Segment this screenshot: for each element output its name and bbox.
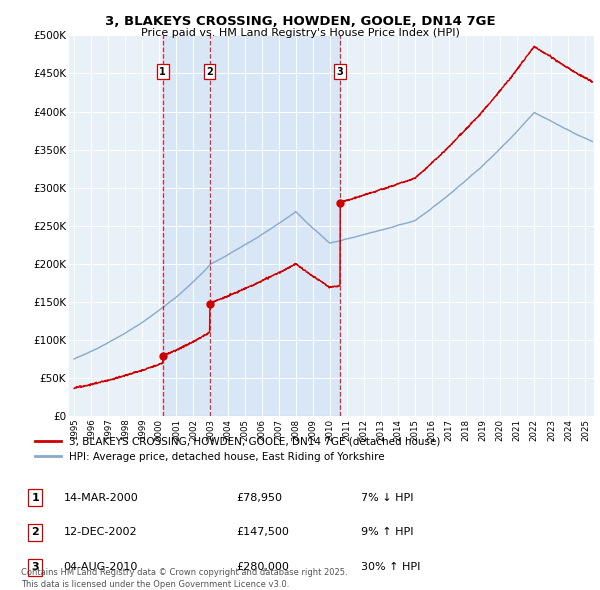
Text: 1: 1 (160, 67, 166, 77)
Bar (163, 35, 340, 416)
Text: £280,000: £280,000 (236, 562, 289, 572)
Text: 12-DEC-2002: 12-DEC-2002 (64, 527, 137, 537)
Text: 7% ↓ HPI: 7% ↓ HPI (361, 493, 414, 503)
Text: Price paid vs. HM Land Registry's House Price Index (HPI): Price paid vs. HM Land Registry's House … (140, 28, 460, 38)
Text: 04-AUG-2010: 04-AUG-2010 (64, 562, 138, 572)
Text: £147,500: £147,500 (236, 527, 289, 537)
Text: 30% ↑ HPI: 30% ↑ HPI (361, 562, 421, 572)
Text: 1: 1 (31, 493, 39, 503)
Text: 2: 2 (31, 527, 39, 537)
Text: 14-MAR-2000: 14-MAR-2000 (64, 493, 138, 503)
Text: 3: 3 (31, 562, 39, 572)
Text: 9% ↑ HPI: 9% ↑ HPI (361, 527, 414, 537)
Text: 3: 3 (337, 67, 343, 77)
Text: Contains HM Land Registry data © Crown copyright and database right 2025.
This d: Contains HM Land Registry data © Crown c… (21, 568, 347, 589)
Text: 2: 2 (206, 67, 213, 77)
Legend: 3, BLAKEYS CROSSING, HOWDEN, GOOLE, DN14 7GE (detached house), HPI: Average pric: 3, BLAKEYS CROSSING, HOWDEN, GOOLE, DN14… (32, 433, 444, 465)
Text: 3, BLAKEYS CROSSING, HOWDEN, GOOLE, DN14 7GE: 3, BLAKEYS CROSSING, HOWDEN, GOOLE, DN14… (104, 15, 496, 28)
Text: £78,950: £78,950 (236, 493, 283, 503)
